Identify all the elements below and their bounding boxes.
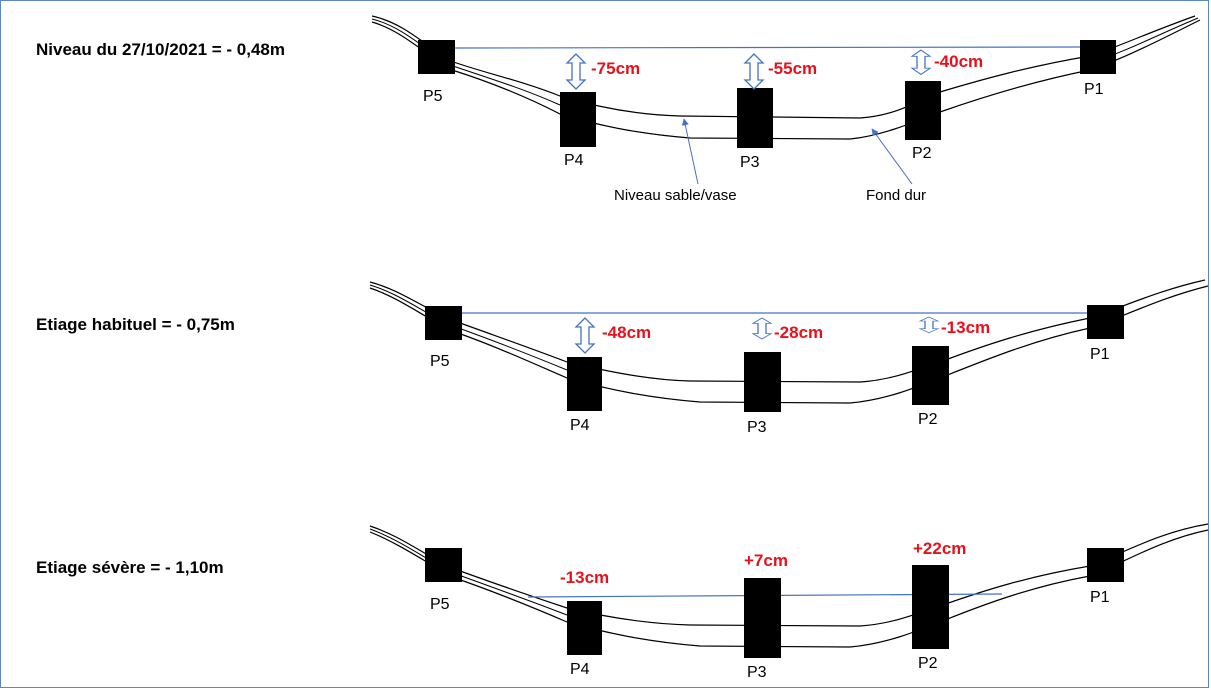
panel-title: Niveau du 27/10/2021 = - 0,48m — [36, 40, 285, 59]
value-p3: +7cm — [744, 551, 788, 570]
panel-1: Niveau du 27/10/2021 = - 0,48m -75cm -55… — [36, 15, 1201, 204]
value-p4: -75cm — [591, 59, 640, 78]
annotation-hard-bottom: Fond dur — [866, 187, 926, 204]
post-p4 — [567, 357, 602, 411]
value-p2: -13cm — [941, 318, 990, 337]
label-p4: P4 — [570, 661, 590, 678]
post-p2 — [912, 346, 949, 405]
post-p1 — [1087, 548, 1124, 582]
bank-line — [371, 18, 561, 106]
label-p2: P2 — [912, 145, 932, 162]
hard-bottom-line — [369, 285, 1209, 404]
value-p4: -13cm — [560, 568, 609, 587]
double-arrow-icon — [919, 316, 939, 334]
post-p2 — [905, 81, 941, 140]
panel-2: Etiage habituel = - 0,75m -48cm -28cm -1… — [36, 279, 1209, 436]
post-p3 — [737, 88, 773, 148]
panel-title: Etiage habituel = - 0,75m — [36, 315, 235, 334]
post-p1 — [1080, 40, 1116, 74]
label-p2: P2 — [918, 411, 938, 428]
post-p5 — [425, 548, 462, 582]
label-p1: P1 — [1090, 589, 1110, 606]
label-p3: P3 — [747, 664, 767, 681]
hard-bottom-line — [371, 19, 1201, 140]
panel-title: Etiage sévère = - 1,10m — [36, 558, 224, 577]
value-p4: -48cm — [602, 323, 651, 342]
double-arrow-icon — [744, 53, 764, 90]
value-p2: +22cm — [913, 539, 966, 558]
sand-level-line — [369, 523, 1209, 627]
panel-3: Etiage sévère = - 1,10m -13cm +7cm +22cm… — [36, 523, 1209, 681]
value-p3: -55cm — [768, 59, 817, 78]
annotation-arrow — [871, 128, 913, 185]
post-p5 — [425, 306, 462, 340]
label-p3: P3 — [747, 419, 767, 436]
post-p4 — [567, 601, 602, 655]
post-p2 — [912, 565, 949, 649]
water-level-line — [454, 46, 1081, 49]
label-p5: P5 — [430, 596, 450, 613]
post-p5 — [418, 40, 455, 74]
label-p1: P1 — [1090, 346, 1110, 363]
bank-line — [369, 284, 568, 371]
label-p2: P2 — [918, 655, 938, 672]
label-p5: P5 — [423, 88, 443, 105]
label-p3: P3 — [740, 154, 760, 171]
bank-line — [369, 528, 568, 616]
annotation-arrow — [681, 118, 699, 185]
value-p2: -40cm — [934, 52, 983, 71]
double-arrow-icon — [566, 53, 586, 90]
label-p5: P5 — [430, 353, 450, 370]
post-p1 — [1087, 305, 1124, 339]
value-p3: -28cm — [774, 323, 823, 342]
post-p3 — [744, 578, 781, 658]
double-arrow-icon — [575, 317, 595, 354]
label-p4: P4 — [570, 417, 590, 434]
double-arrow-icon — [752, 317, 772, 340]
double-arrow-icon — [911, 49, 931, 76]
post-p3 — [744, 352, 781, 412]
post-p4 — [560, 92, 596, 147]
label-p4: P4 — [564, 152, 584, 169]
label-p1: P1 — [1084, 81, 1104, 98]
annotation-sand-level: Niveau sable/vase — [614, 187, 737, 204]
